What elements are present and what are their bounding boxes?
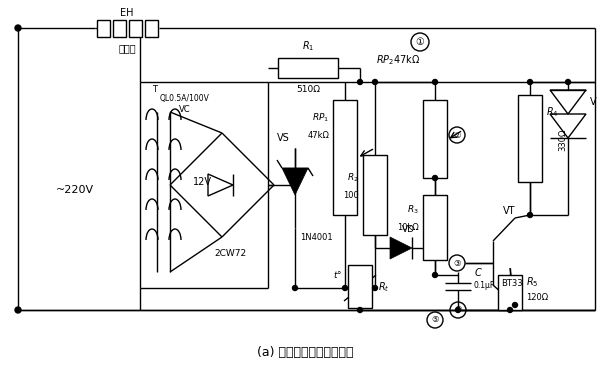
Text: $t°$: $t°$ xyxy=(333,269,342,280)
Text: ①: ① xyxy=(415,37,425,47)
Text: 10kΩ: 10kΩ xyxy=(397,223,419,233)
Text: $R_4$: $R_4$ xyxy=(546,105,559,119)
Text: VS: VS xyxy=(278,133,290,143)
Text: T: T xyxy=(152,85,157,95)
Circle shape xyxy=(432,79,437,85)
Circle shape xyxy=(357,79,362,85)
Text: ③: ③ xyxy=(453,259,461,267)
Text: (a) 触发信号输出方式之一: (a) 触发信号输出方式之一 xyxy=(257,345,353,358)
Bar xyxy=(113,20,126,37)
Text: 330Ω: 330Ω xyxy=(558,129,567,151)
Text: ④: ④ xyxy=(454,305,462,315)
Text: 510Ω: 510Ω xyxy=(296,85,320,95)
Circle shape xyxy=(342,286,348,290)
Text: $R_t$: $R_t$ xyxy=(378,280,390,294)
Text: $RP_2$47kΩ: $RP_2$47kΩ xyxy=(376,53,420,67)
Bar xyxy=(363,155,387,235)
Text: $R_2$: $R_2$ xyxy=(347,172,359,184)
Text: 2CW72: 2CW72 xyxy=(214,249,246,257)
Text: 12V: 12V xyxy=(193,177,212,187)
Text: 100: 100 xyxy=(343,191,359,200)
Text: QL0.5A/100V: QL0.5A/100V xyxy=(160,93,210,102)
Text: $C$: $C$ xyxy=(474,266,483,278)
Text: $R_5$: $R_5$ xyxy=(526,275,539,289)
Bar xyxy=(423,195,447,260)
Bar xyxy=(423,100,447,178)
Circle shape xyxy=(512,302,517,308)
Text: $R_3$: $R_3$ xyxy=(407,204,419,216)
Circle shape xyxy=(15,307,21,313)
Text: $R_1$: $R_1$ xyxy=(302,39,314,53)
Bar xyxy=(518,95,542,182)
Circle shape xyxy=(373,79,378,85)
Polygon shape xyxy=(282,168,308,195)
Text: 0.1μF: 0.1μF xyxy=(474,280,495,289)
Circle shape xyxy=(528,79,533,85)
Text: V: V xyxy=(590,97,597,107)
Text: ②: ② xyxy=(453,131,461,139)
Text: 47kΩ: 47kΩ xyxy=(307,131,329,139)
Circle shape xyxy=(15,25,21,31)
Text: 1N4001: 1N4001 xyxy=(300,233,332,243)
Text: 120Ω: 120Ω xyxy=(526,292,548,302)
Circle shape xyxy=(432,273,437,278)
Bar xyxy=(348,265,372,308)
Text: 电热器: 电热器 xyxy=(118,43,136,53)
Text: ⑤: ⑤ xyxy=(431,315,439,325)
Text: VD: VD xyxy=(401,226,415,234)
Text: ~220V: ~220V xyxy=(56,185,94,195)
Circle shape xyxy=(373,286,378,290)
Bar xyxy=(498,275,522,310)
Circle shape xyxy=(357,308,362,312)
Bar xyxy=(145,20,158,37)
Circle shape xyxy=(508,308,512,312)
Circle shape xyxy=(528,213,533,217)
Text: $RP_1$: $RP_1$ xyxy=(312,112,329,124)
Circle shape xyxy=(432,175,437,181)
Bar xyxy=(333,100,357,215)
Circle shape xyxy=(456,308,461,312)
Text: BT33: BT33 xyxy=(501,279,523,288)
Circle shape xyxy=(565,79,570,85)
Polygon shape xyxy=(390,237,412,259)
Text: VC: VC xyxy=(179,105,191,115)
Bar xyxy=(97,20,110,37)
Circle shape xyxy=(293,286,298,290)
Bar xyxy=(278,58,338,78)
Text: VT: VT xyxy=(503,206,515,216)
Bar xyxy=(129,20,142,37)
Text: EH: EH xyxy=(120,8,134,18)
